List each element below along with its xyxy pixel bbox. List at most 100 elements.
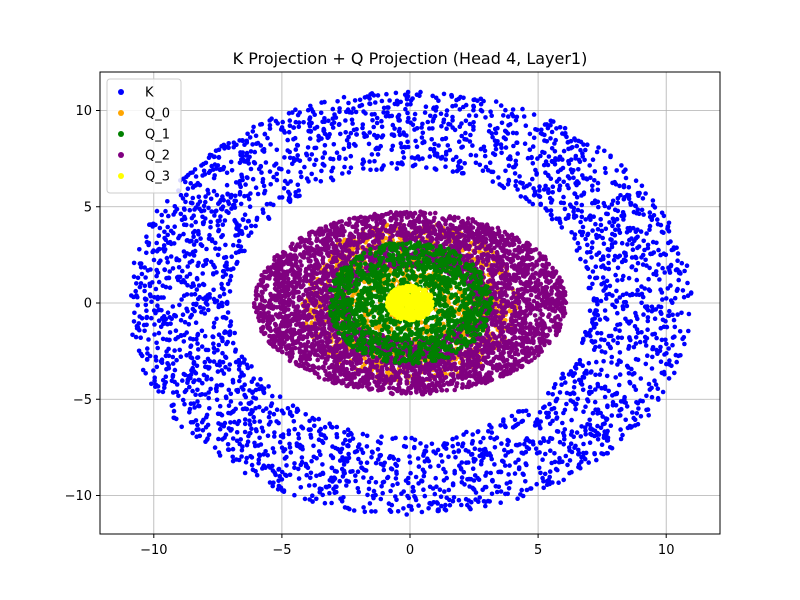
data-point [422,470,427,475]
data-point [365,492,370,498]
data-point [192,405,197,410]
data-point [686,311,692,317]
data-point [515,496,520,502]
data-point [542,122,548,127]
data-point [511,143,516,149]
data-point [191,213,196,218]
data-point [530,144,536,149]
data-point [644,407,649,413]
data-point [349,117,355,123]
data-point [561,194,566,200]
data-point [649,394,655,400]
data-point [572,232,578,237]
data-point [547,469,553,474]
data-point [611,257,617,263]
data-point [396,457,401,463]
data-point [670,312,675,318]
data-point [156,318,162,324]
data-point [590,188,595,193]
data-point [250,142,255,147]
data-point [623,417,628,423]
data-point [589,245,595,251]
data-point [493,130,499,136]
data-point [387,98,392,103]
data-point [650,203,656,208]
data-point [575,240,581,246]
data-point [605,247,611,252]
data-point [288,450,294,455]
data-point [537,450,542,455]
data-point [200,271,205,276]
data-point [215,223,221,228]
data-point [524,487,530,493]
data-point [641,238,646,244]
data-point [248,166,254,172]
data-point [454,168,460,174]
data-point [534,127,540,133]
data-point [552,149,558,154]
data-point [676,277,681,283]
data-point [388,509,394,514]
data-point [355,486,361,491]
data-point [404,102,410,107]
data-point [468,132,473,138]
data-point [223,355,229,361]
data-point [150,280,155,285]
data-point [635,357,641,363]
data-point [667,358,672,363]
data-point [638,414,644,419]
data-point [584,250,590,255]
data-point [156,260,162,266]
data-point [426,458,432,464]
data-point [584,332,590,337]
data-point [243,225,249,231]
data-point [320,440,326,446]
data-point [202,172,208,177]
data-point [247,204,253,209]
data-point [400,149,406,155]
data-point [580,387,586,393]
data-point [261,183,267,189]
data-point [227,331,233,337]
data-point [548,200,554,205]
data-point [379,118,384,124]
data-point [346,141,352,147]
data-point [265,453,271,458]
data-point [330,125,336,130]
data-point [195,422,200,428]
data-point [256,460,261,466]
data-point [503,168,508,174]
data-point [628,200,633,206]
data-point [577,357,583,363]
data-point [605,211,610,217]
data-point [550,392,555,397]
data-point [393,90,399,96]
data-point [576,464,581,470]
data-point [327,490,332,496]
data-point [197,199,203,204]
data-point [234,226,239,232]
data-point [541,485,546,491]
data-point [165,260,170,265]
data-point [585,266,591,272]
data-point [189,284,194,290]
data-point [287,411,293,417]
data-point [496,469,501,475]
data-point [239,248,245,254]
data-point [548,448,553,454]
data-point [419,125,424,130]
data-point [176,265,182,270]
data-point [201,161,206,167]
data-point [506,177,512,183]
data-point [548,212,554,217]
data-point [568,441,574,447]
data-point [415,456,421,461]
data-point [418,89,423,95]
data-point [597,233,602,239]
data-point [322,163,327,168]
data-point [546,414,551,420]
data-point [414,144,420,149]
data-point [539,127,544,133]
data-point [630,247,636,252]
data-point [546,173,551,179]
